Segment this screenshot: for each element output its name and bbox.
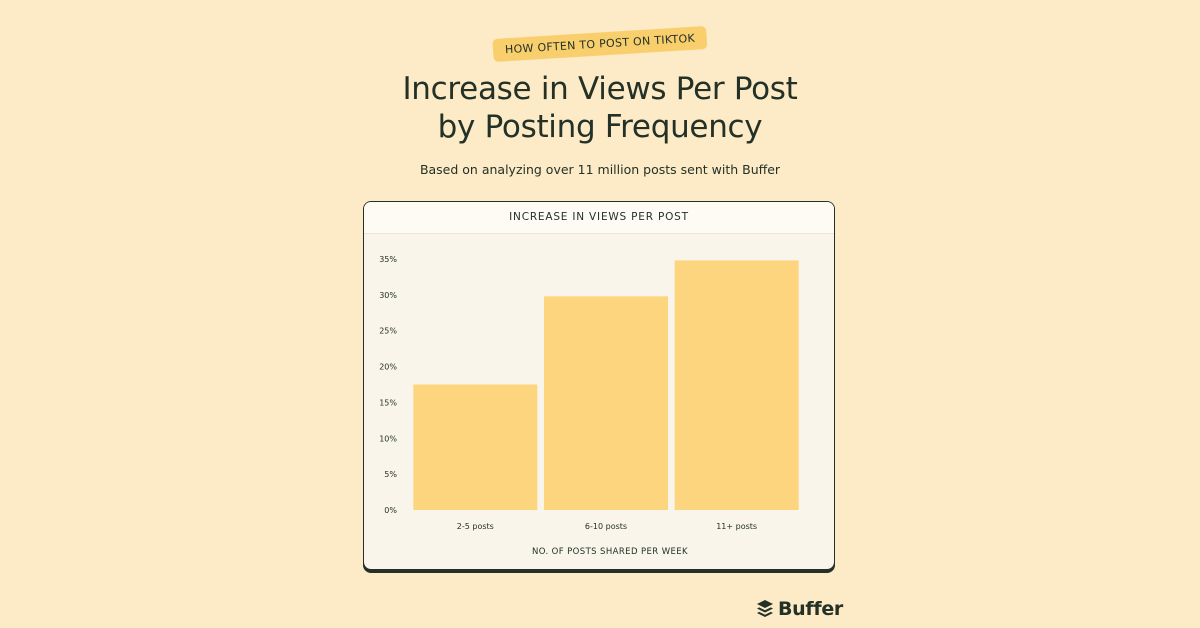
brand-logo: Buffer: [756, 598, 843, 620]
chart-title: INCREASE IN VIEWS PER POST: [364, 202, 834, 234]
brand-name: Buffer: [778, 598, 843, 620]
bar-2: [544, 296, 668, 510]
y-tick-label: 15%: [379, 398, 397, 407]
stacked-layers-icon: [757, 600, 773, 617]
y-tick-label: 35%: [379, 255, 397, 264]
page-title: Increase in Views Per Post by Posting Fr…: [0, 70, 1200, 146]
y-tick-label: 20%: [379, 363, 397, 372]
y-tick-label: 5%: [384, 470, 397, 479]
bar-chart: 0% 5% 10% 15% 20% 25% 30% 35% 2-5 posts 6-10 post…: [379, 255, 799, 557]
bar-3: [674, 260, 799, 510]
page-subtitle: Based on analyzing over 11 million posts…: [419, 162, 781, 177]
x-tick-label: 2-5 posts: [457, 522, 494, 531]
y-tick-label: 10%: [379, 434, 397, 443]
topic-tag: HOW OFTEN TO POST ON TIKTOK: [492, 25, 708, 63]
y-tick-label: 30%: [379, 291, 397, 300]
y-tick-label: 0%: [384, 506, 397, 515]
y-tick-label: 25%: [379, 327, 397, 336]
chart-card: INCREASE IN VIEWS PER POST 0% 5% 10% 15% 20%…: [363, 201, 835, 570]
title-line-1: Increase in Views Per Post: [402, 71, 798, 107]
title-line-2: by Posting Frequency: [437, 109, 763, 145]
x-axis-label: NO. OF POSTS SHARED PER WEEK: [532, 547, 688, 557]
bar-1: [413, 384, 538, 510]
x-tick-label: 6-10 posts: [585, 522, 627, 531]
x-tick-label: 11+ posts: [716, 522, 757, 531]
